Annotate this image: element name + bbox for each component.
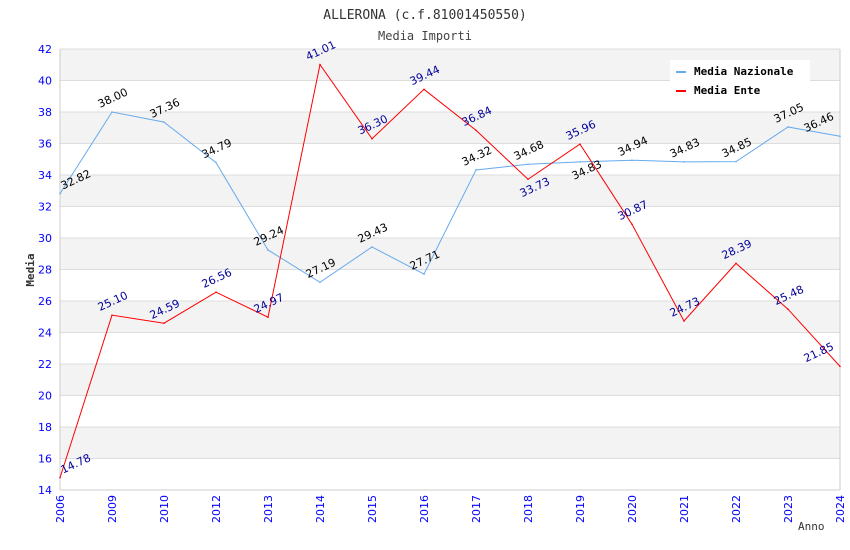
x-tick-label: 2013	[262, 495, 275, 523]
x-axis-label: Anno	[798, 520, 825, 533]
series-line-nazionale	[59, 111, 841, 283]
legend-label-ente: Media Ente	[694, 84, 761, 97]
grid-band	[60, 175, 840, 207]
data-point	[371, 137, 373, 140]
data-point	[839, 365, 841, 368]
grid-band	[60, 238, 840, 270]
data-point	[475, 169, 477, 171]
x-tick-label: 2022	[730, 495, 743, 523]
data-label: 34.32	[460, 144, 494, 169]
y-tick-label: 18	[38, 421, 52, 434]
data-point	[111, 314, 113, 316]
data-point	[683, 161, 685, 163]
y-tick-label: 24	[38, 327, 52, 340]
data-point	[371, 246, 373, 248]
data-point	[267, 249, 269, 251]
y-tick-label: 32	[38, 201, 52, 214]
x-tick-label: 2016	[418, 495, 431, 523]
y-tick-label: 14	[38, 484, 52, 497]
data-point	[527, 163, 529, 166]
data-point	[475, 129, 477, 132]
grid-band	[60, 112, 840, 144]
data-point	[735, 262, 737, 265]
x-tick-label: 2017	[470, 495, 483, 523]
y-axis-label: Media	[24, 253, 37, 286]
y-tick-label: 40	[38, 75, 52, 88]
x-tick-label: 2009	[106, 495, 119, 523]
x-tick-label: 2021	[678, 495, 691, 523]
data-point	[215, 291, 217, 293]
data-label: 38.00	[96, 86, 130, 111]
data-point	[59, 192, 61, 195]
series-line-ente	[59, 63, 841, 478]
y-tick-label: 22	[38, 358, 52, 371]
grid-band	[60, 364, 840, 396]
data-point	[527, 178, 529, 181]
y-tick-label: 16	[38, 453, 52, 466]
data-point	[787, 308, 789, 310]
data-point	[787, 126, 789, 128]
data-point	[111, 111, 113, 113]
legend-swatch-ente	[676, 90, 686, 92]
x-tick-label: 2019	[574, 495, 587, 523]
grid-band	[60, 301, 840, 333]
data-point	[423, 273, 425, 275]
x-tick-label: 2015	[366, 495, 379, 523]
data-point	[215, 161, 217, 164]
data-point	[267, 316, 269, 319]
x-axis: 2006 2009 2010 2012 2013 2014 2015 2016 2017 2018…	[54, 495, 847, 523]
y-tick-label: 30	[38, 232, 52, 245]
chart-subtitle: Media Importi	[378, 29, 472, 43]
data-point	[839, 135, 841, 138]
x-tick-label: 2023	[782, 495, 795, 523]
y-tick-label: 20	[38, 390, 52, 403]
y-axis: 14 16 18 20 22 24 26 28 30 32 34 36 38 40 42	[38, 43, 52, 497]
legend: Media Nazionale Media Ente	[670, 60, 810, 102]
x-tick-label: 2020	[626, 495, 639, 523]
y-tick-label: 38	[38, 106, 52, 119]
x-tick-label: 2010	[158, 495, 171, 523]
legend-label-nazionale: Media Nazionale	[694, 65, 794, 78]
x-tick-label: 2006	[54, 495, 67, 523]
data-point	[683, 320, 685, 322]
legend-box	[670, 60, 810, 102]
grid-band	[60, 427, 840, 459]
y-tick-label: 28	[38, 264, 52, 277]
data-point	[163, 322, 165, 325]
y-tick-label: 34	[38, 169, 52, 182]
y-tick-label: 42	[38, 43, 52, 56]
chart-title: ALLERONA (c.f.81001450550)	[323, 8, 527, 23]
legend-swatch-nazionale	[676, 71, 686, 73]
x-tick-label: 2014	[314, 495, 327, 523]
data-point	[163, 121, 165, 123]
data-point	[579, 143, 581, 145]
y-tick-label: 36	[38, 138, 52, 151]
data-point	[631, 159, 633, 161]
data-point	[423, 88, 425, 91]
x-tick-label: 2024	[834, 495, 847, 523]
data-point	[319, 63, 321, 66]
data-point	[631, 223, 633, 226]
data-point	[59, 476, 61, 479]
y-tick-label: 26	[38, 295, 52, 308]
data-point	[579, 161, 581, 163]
data-point	[319, 281, 321, 284]
x-tick-label: 2012	[210, 495, 223, 523]
data-point	[735, 160, 737, 163]
grid-bands	[59, 48, 841, 491]
x-tick-label: 2018	[522, 495, 535, 523]
